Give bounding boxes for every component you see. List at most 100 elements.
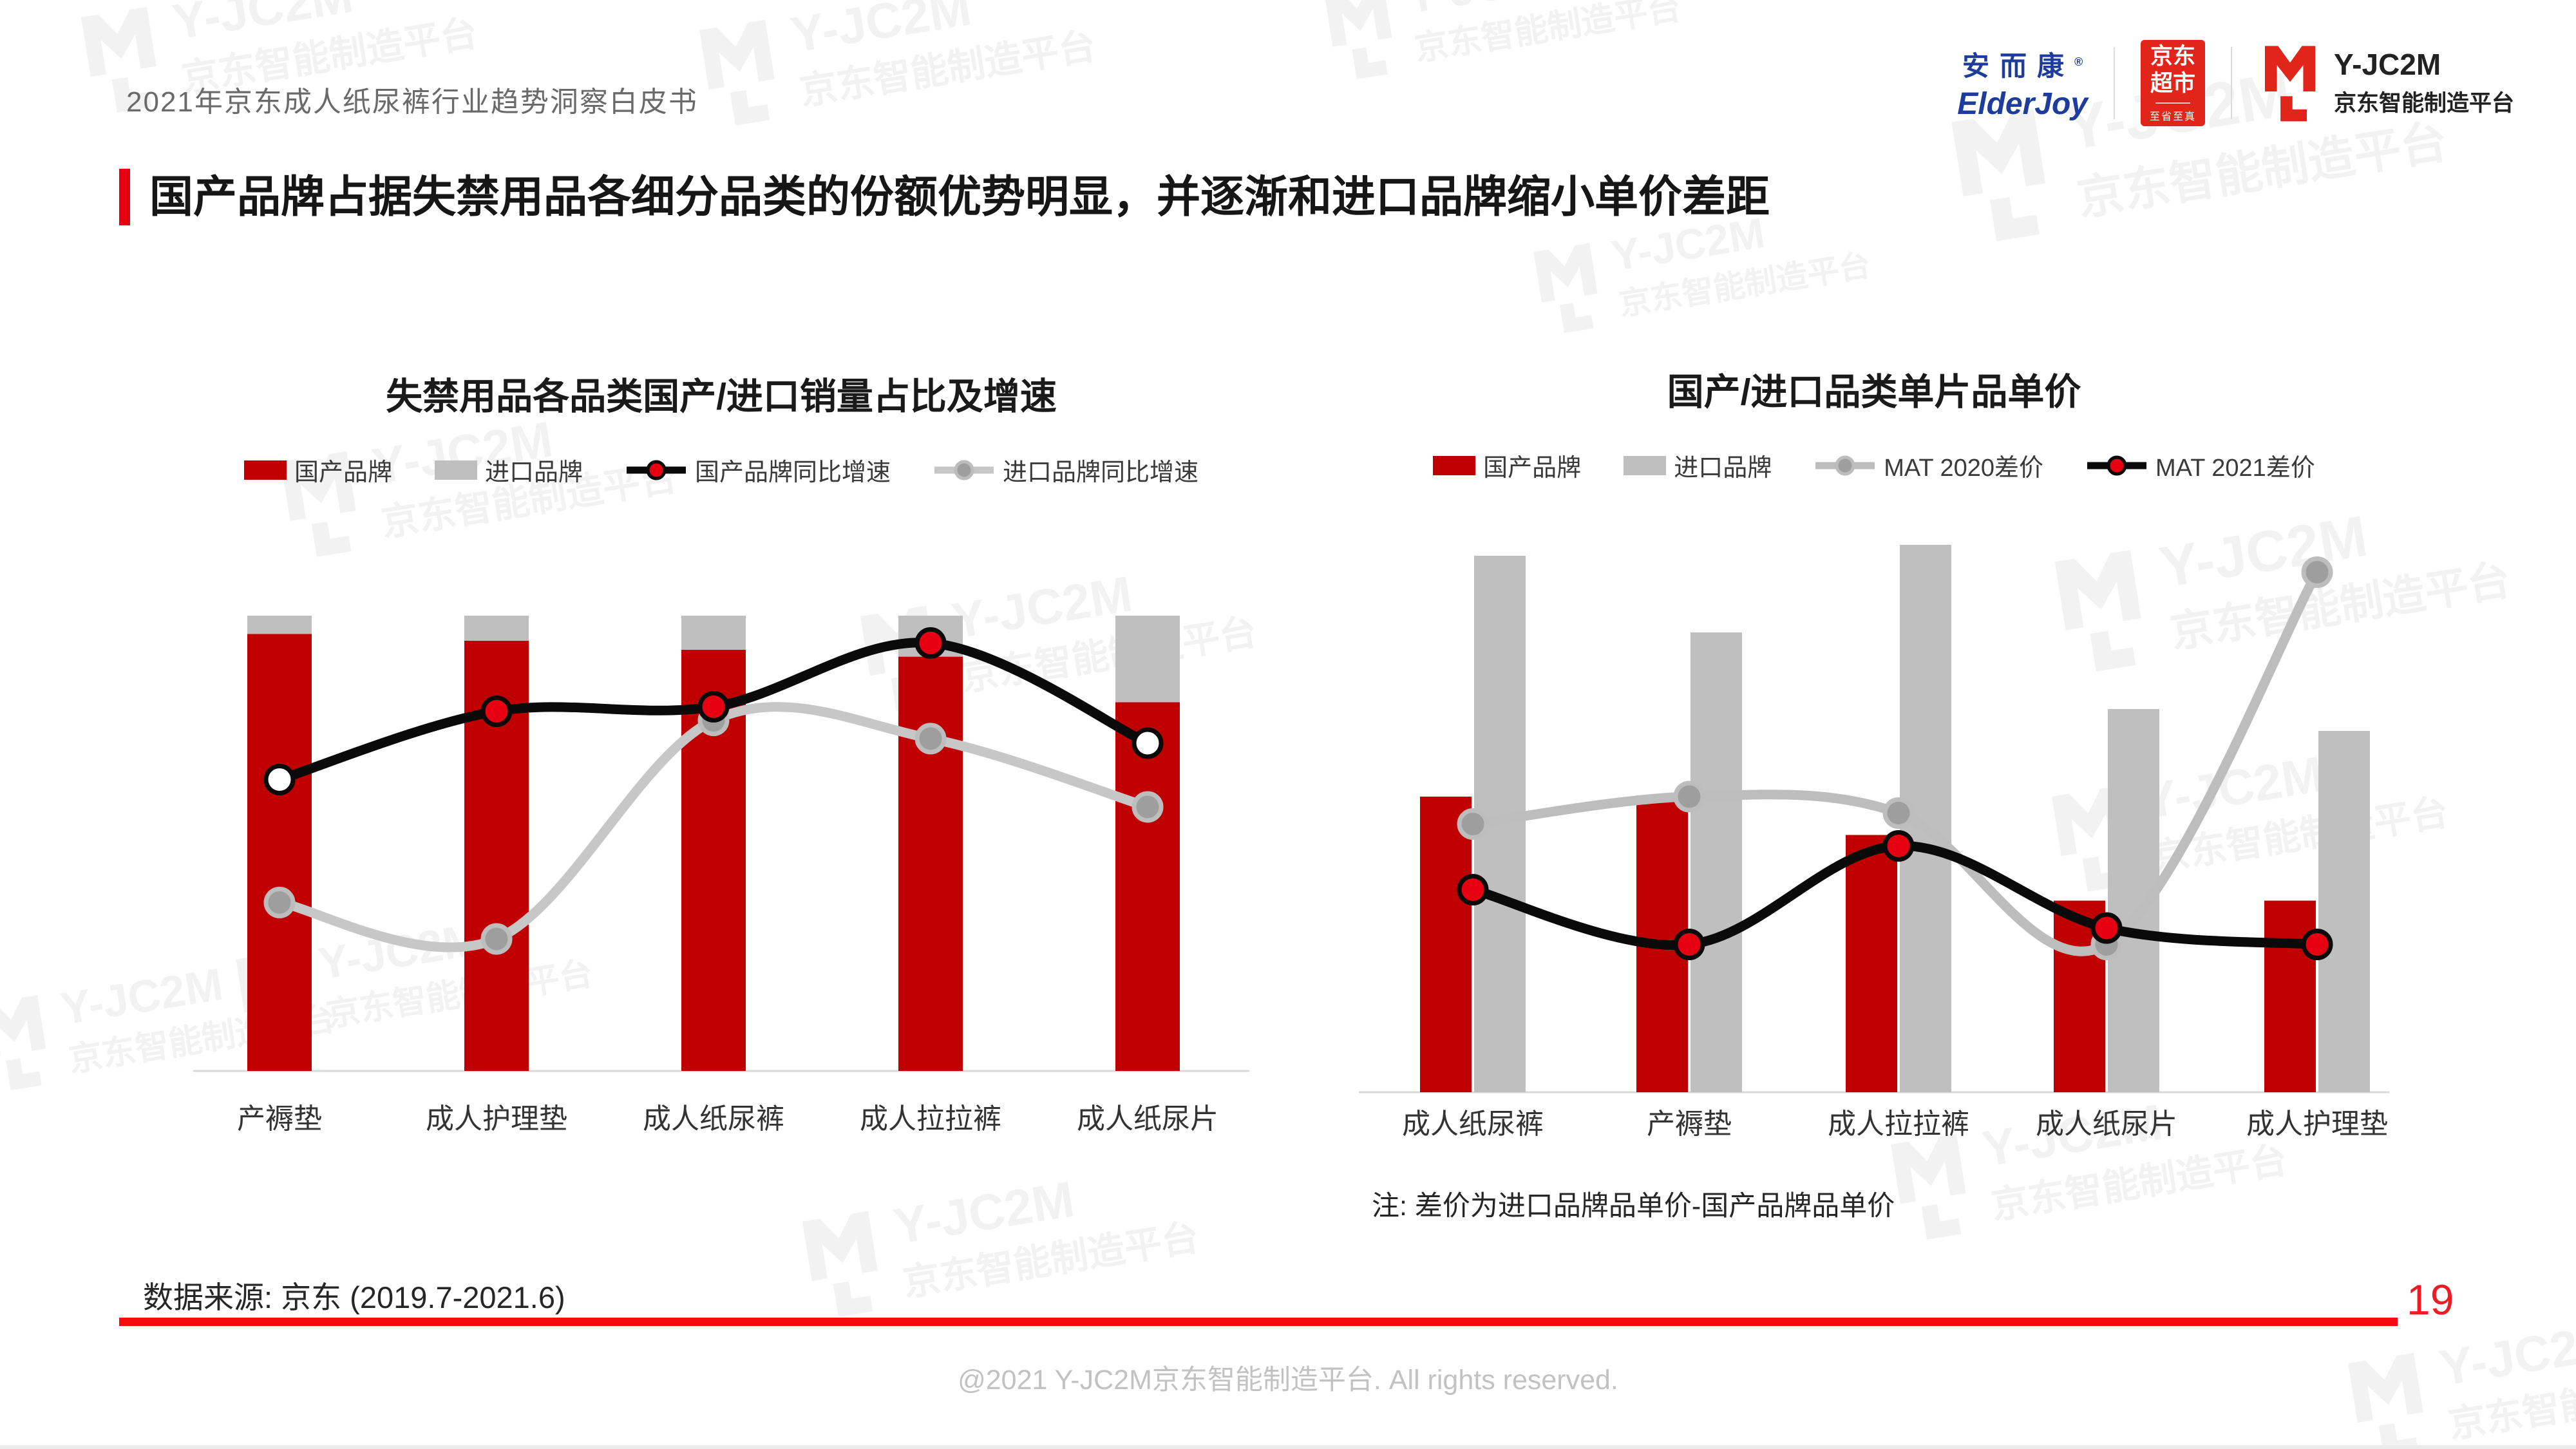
bar-domestic (1846, 835, 1897, 1092)
x-axis-label: 产褥垫 (1647, 1108, 1732, 1140)
legend-line-marker (934, 460, 994, 480)
data-point-marker (1882, 830, 1915, 862)
legend-swatch (1624, 455, 1667, 475)
watermark-line1: Y-JC2M (889, 1170, 1078, 1255)
bar-segment (898, 656, 963, 1071)
jd-logo-line1: 京东 (2150, 44, 2195, 70)
bar-domestic (2264, 900, 2316, 1092)
watermark: Y-JC2M 京东智能制造平台 (1315, 0, 1685, 88)
yjc2m-logo-watermark-icon (699, 19, 775, 126)
legend-label: 国产品牌 (1483, 455, 1582, 482)
legend-item: MAT 2020差价 (1814, 448, 2043, 483)
yjc2m-logo-watermark-icon (0, 995, 46, 1090)
jd-logo-line2: 超市 (2150, 70, 2195, 96)
legend-line-marker (627, 460, 686, 480)
bar-domestic (1420, 797, 1472, 1092)
sales-share-chart-title: 失禁用品各品类国产/进口销量占比及增速 (386, 376, 1057, 417)
registered-mark: ® (2074, 55, 2083, 68)
legend-item: 进口品牌 (434, 452, 583, 488)
data-point-marker (914, 723, 947, 755)
legend-label: MAT 2020差价 (1884, 455, 2044, 482)
page-title: 国产品牌占据失禁用品各细分品类的份额优势明显，并逐渐和进口品牌缩小单价差距 (149, 173, 1770, 222)
chart-note: 注: 差价为进口品牌品单价-国产品牌品单价 (1372, 1191, 1895, 1222)
x-axis-label: 成人护理垫 (2246, 1108, 2388, 1140)
watermark-line2: 京东智能制造平台 (900, 1216, 1202, 1305)
unit-price-chart-panel: 国产/进口品类单片品单价 国产品牌 进口品牌 MAT 2020差价 MAT 2021差… (1359, 370, 2389, 483)
legend-item: 进口品牌 (1624, 448, 1772, 483)
data-point-marker (2301, 556, 2333, 588)
yjc2m-logo: Y-JC2M 京东智能制造平台 (2258, 41, 2514, 125)
data-point-marker (263, 886, 296, 918)
data-point-marker (1882, 797, 1915, 829)
doc-subtitle: 2021年京东成人纸尿裤行业趋势洞察白皮书 (126, 86, 698, 118)
yjc2m-name: Y-JC2M (2333, 48, 2441, 82)
legend-item: 国产品牌 (1433, 448, 1581, 483)
data-point-marker (1457, 808, 1489, 840)
data-source: 数据来源: 京东 (2019.7-2021.6) (143, 1280, 565, 1314)
legend-item: 国产品牌 (243, 452, 392, 488)
x-axis-label: 成人纸尿裤 (1402, 1108, 1544, 1140)
headline-block: 国产品牌占据失禁用品各细分品类的份额优势明显，并逐渐和进口品牌缩小单价差距 (119, 169, 1770, 225)
watermark-line2: 京东智能制造平台 (797, 24, 1099, 113)
legend-label: 国产品牌同比增速 (695, 459, 891, 487)
unit-price-chart-legend: 国产品牌 进口品牌 MAT 2020差价 MAT 2021差价 (1359, 448, 2389, 483)
legend-label: MAT 2021差价 (2155, 455, 2315, 482)
data-point-marker (263, 764, 296, 796)
watermark-line1: Y-JC2M (168, 0, 357, 51)
trend-line (1468, 567, 2322, 956)
data-point-marker (480, 923, 513, 955)
yjc2m-cn-name: 京东智能制造平台 (2333, 90, 2514, 116)
data-point-marker (1132, 727, 1164, 759)
watermark-line2: 京东智能制造平台 (1412, 0, 1684, 68)
data-point-marker (1457, 874, 1489, 905)
x-axis-label: 成人拉拉裤 (860, 1103, 1001, 1135)
legend-label: 国产品牌 (294, 459, 392, 487)
legend-label: 进口品牌 (1674, 455, 1772, 482)
data-point-marker (914, 627, 947, 659)
bar-segment (681, 616, 746, 650)
x-axis-label: 成人纸尿片 (1077, 1103, 1218, 1135)
elderjoy-logo: 安而康® ElderJoy (1957, 44, 2088, 122)
bar-segment (464, 616, 529, 641)
sales-share-chart-panel: 失禁用品各品类国产/进口销量占比及增速 国产品牌 进口品牌 国产品牌同比增速 进口品牌… (193, 375, 1249, 488)
watermark-line1: Y-JC2M (1403, 0, 1676, 23)
footer-rule (119, 1318, 2398, 1326)
bar-segment (1115, 702, 1180, 1071)
legend-item: 国产品牌同比增速 (625, 452, 891, 488)
legend-line-marker (2087, 455, 2147, 476)
watermark: Y-JC2M 京东智能制造平台 (792, 1155, 1202, 1327)
bar-segment (247, 616, 312, 634)
elderjoy-en: ElderJoy (1957, 87, 2088, 121)
unit-price-combo-chart: 成人纸尿裤 产褥垫 成人拉拉裤 成人纸尿片 成人护理垫 (1359, 545, 2389, 1140)
legend-label: 进口品牌 (484, 459, 583, 487)
bar-segment (247, 634, 312, 1071)
legend-item: 进口品牌同比增速 (933, 452, 1198, 488)
data-point-marker (2301, 929, 2333, 960)
data-point-marker (1673, 781, 1705, 813)
page-number: 19 (2407, 1276, 2454, 1323)
data-point-marker (1673, 929, 1705, 960)
x-axis-label: 成人纸尿裤 (643, 1103, 784, 1135)
yjc2m-logo-watermark-icon (802, 1211, 878, 1317)
x-axis-label: 成人纸尿片 (2036, 1108, 2177, 1140)
yjc2m-logo-watermark-icon (1324, 0, 1392, 79)
legend-line-marker (1815, 455, 1875, 476)
slide-bottom-edge (0, 1445, 2576, 1449)
x-axis-label: 成人护理垫 (426, 1103, 567, 1135)
logo-row: 安而康® ElderJoy 京东 超市 至省至真 Y-JC2M 京东智能制造平台 (1957, 40, 2514, 126)
jd-supermarket-logo: 京东 超市 至省至真 (2140, 40, 2205, 126)
unit-price-chart-title: 国产/进口品类单片品单价 (1667, 372, 2081, 413)
headline-accent-bar (119, 169, 130, 225)
sales-share-chart-legend: 国产品牌 进口品牌 国产品牌同比增速 进口品牌同比增速 (193, 452, 1249, 488)
elderjoy-cn: 安而康 (1962, 51, 2074, 81)
watermark-line2: 京东智能制造平台 (1616, 247, 1873, 323)
yjc2m-logo-icon (2264, 46, 2315, 122)
jd-logo-separator (2155, 102, 2190, 104)
legend-swatch (243, 460, 287, 480)
legend-item: MAT 2021差价 (2086, 448, 2315, 483)
data-point-marker (1132, 791, 1164, 823)
logo-divider (2113, 47, 2115, 119)
legend-swatch (1433, 455, 1476, 475)
bar-segment (1115, 616, 1180, 703)
